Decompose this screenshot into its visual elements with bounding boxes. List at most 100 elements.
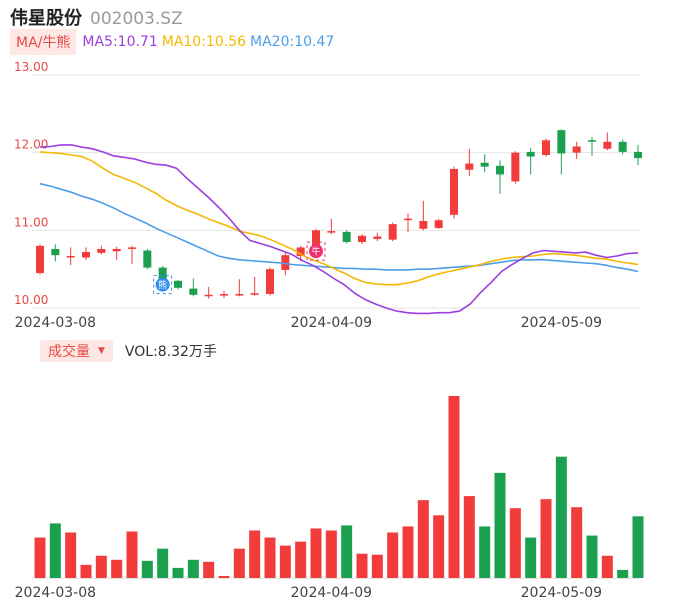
- stock-code: 002003.SZ: [90, 9, 183, 29]
- volume-bar: [525, 537, 537, 578]
- volume-bar: [187, 559, 199, 578]
- volume-x-tick-label: 2024-03-08: [15, 585, 96, 601]
- candle-body: [618, 141, 627, 152]
- volume-bar: [80, 564, 92, 578]
- volume-bar: [218, 575, 230, 578]
- volume-bar: [126, 531, 138, 578]
- volume-bar: [387, 532, 399, 578]
- y-tick-label: 10.00: [14, 293, 48, 307]
- volume-bar: [356, 553, 368, 578]
- signal-marker-label: 熊: [158, 279, 167, 291]
- candle-body: [250, 293, 259, 295]
- volume-bar: [34, 537, 46, 578]
- ma20-line: [39, 182, 639, 273]
- candle-body: [572, 146, 581, 153]
- stock-name: 伟星股份: [10, 8, 82, 29]
- signal-marker: [155, 277, 170, 292]
- candle-body: [588, 140, 596, 142]
- volume-bar: [586, 535, 598, 578]
- signal-marker-frame: [153, 275, 173, 295]
- volume-bar: [571, 507, 583, 578]
- candle-body: [82, 252, 90, 258]
- volume-bar: [111, 559, 123, 578]
- candle-body: [174, 280, 182, 288]
- candle-body: [158, 267, 167, 288]
- stock-header: 伟星股份 002003.SZ: [10, 4, 183, 29]
- candle-body: [450, 168, 458, 215]
- candle-body: [342, 231, 351, 242]
- candle-body: [511, 152, 520, 182]
- volume-bar: [371, 554, 383, 578]
- volume-bar: [417, 500, 429, 578]
- ma-legend: MA/牛熊 MA5:10.71 MA10:10.56 MA20:10.47: [10, 29, 338, 55]
- volume-bar: [95, 555, 107, 578]
- caret-down-icon: ▼: [98, 346, 105, 356]
- candle-body: [358, 235, 366, 242]
- volume-bar: [448, 396, 460, 578]
- volume-value: VOL:8.32万手: [124, 344, 217, 360]
- x-tick-label: 2024-05-09: [521, 315, 602, 331]
- volume-bar: [433, 515, 445, 578]
- volume-bar: [555, 456, 567, 578]
- volume-bar: [479, 526, 491, 578]
- x-tick-label: 2024-04-09: [291, 315, 372, 331]
- candle-body: [603, 141, 612, 149]
- candle-body: [526, 151, 535, 157]
- volume-bar: [264, 537, 276, 578]
- ma20-label: MA20:10.47: [250, 34, 335, 50]
- volume-bar: [325, 530, 337, 578]
- candle-body: [235, 294, 244, 296]
- volume-bar: [295, 541, 307, 578]
- volume-bar: [172, 567, 184, 578]
- volume-bar: [341, 525, 353, 578]
- ma5-line: [39, 144, 639, 315]
- volume-legend: 成交量 ▼ VOL:8.32万手: [40, 340, 217, 362]
- volume-bar: [203, 561, 215, 578]
- candle-body: [112, 248, 121, 252]
- candle-body: [128, 247, 136, 249]
- candle-body: [281, 255, 290, 270]
- candle-body: [51, 248, 60, 256]
- signal-marker-frame: [306, 241, 326, 261]
- candle-body: [189, 288, 198, 295]
- volume-bar: [249, 530, 261, 578]
- candle-body: [557, 130, 566, 154]
- candle-body: [480, 162, 489, 167]
- volume-bar: [632, 516, 644, 578]
- candle-body: [434, 220, 443, 229]
- candle-body: [296, 247, 305, 256]
- volume-bar: [509, 508, 521, 578]
- candle-body: [496, 165, 504, 175]
- candle-body: [36, 245, 44, 274]
- candle-body: [220, 294, 228, 296]
- volume-bar: [494, 472, 506, 578]
- volume-toggle-button[interactable]: 成交量 ▼: [40, 340, 113, 362]
- volume-bar: [49, 523, 61, 578]
- candle-body: [373, 236, 382, 239]
- candle-body: [388, 224, 397, 240]
- volume-bar: [540, 499, 552, 578]
- y-tick-label: 13.00: [14, 60, 48, 74]
- x-tick-label: 2024-03-08: [15, 315, 96, 331]
- volume-bar: [279, 545, 291, 578]
- ma-toggle-button[interactable]: MA/牛熊: [10, 29, 77, 55]
- candle-body: [266, 269, 274, 295]
- ma5-label: MA5:10.71: [82, 34, 158, 50]
- signal-marker-label: 牛: [311, 246, 320, 258]
- volume-bar: [65, 532, 77, 578]
- candle-body: [419, 221, 428, 229]
- y-tick-label: 11.00: [14, 215, 48, 229]
- ma10-line: [39, 151, 639, 286]
- volume-bar: [157, 548, 169, 578]
- candle-body: [542, 140, 550, 155]
- ma10-label: MA10:10.56: [161, 34, 247, 50]
- candle-body: [143, 250, 152, 268]
- signal-marker: [309, 244, 323, 259]
- volume-x-tick-label: 2024-04-09: [291, 585, 372, 601]
- candle-body: [634, 151, 642, 159]
- candle-body: [404, 218, 412, 221]
- y-tick-label: 12.00: [14, 138, 48, 152]
- volume-bar: [463, 496, 475, 578]
- volume-bar: [402, 526, 414, 578]
